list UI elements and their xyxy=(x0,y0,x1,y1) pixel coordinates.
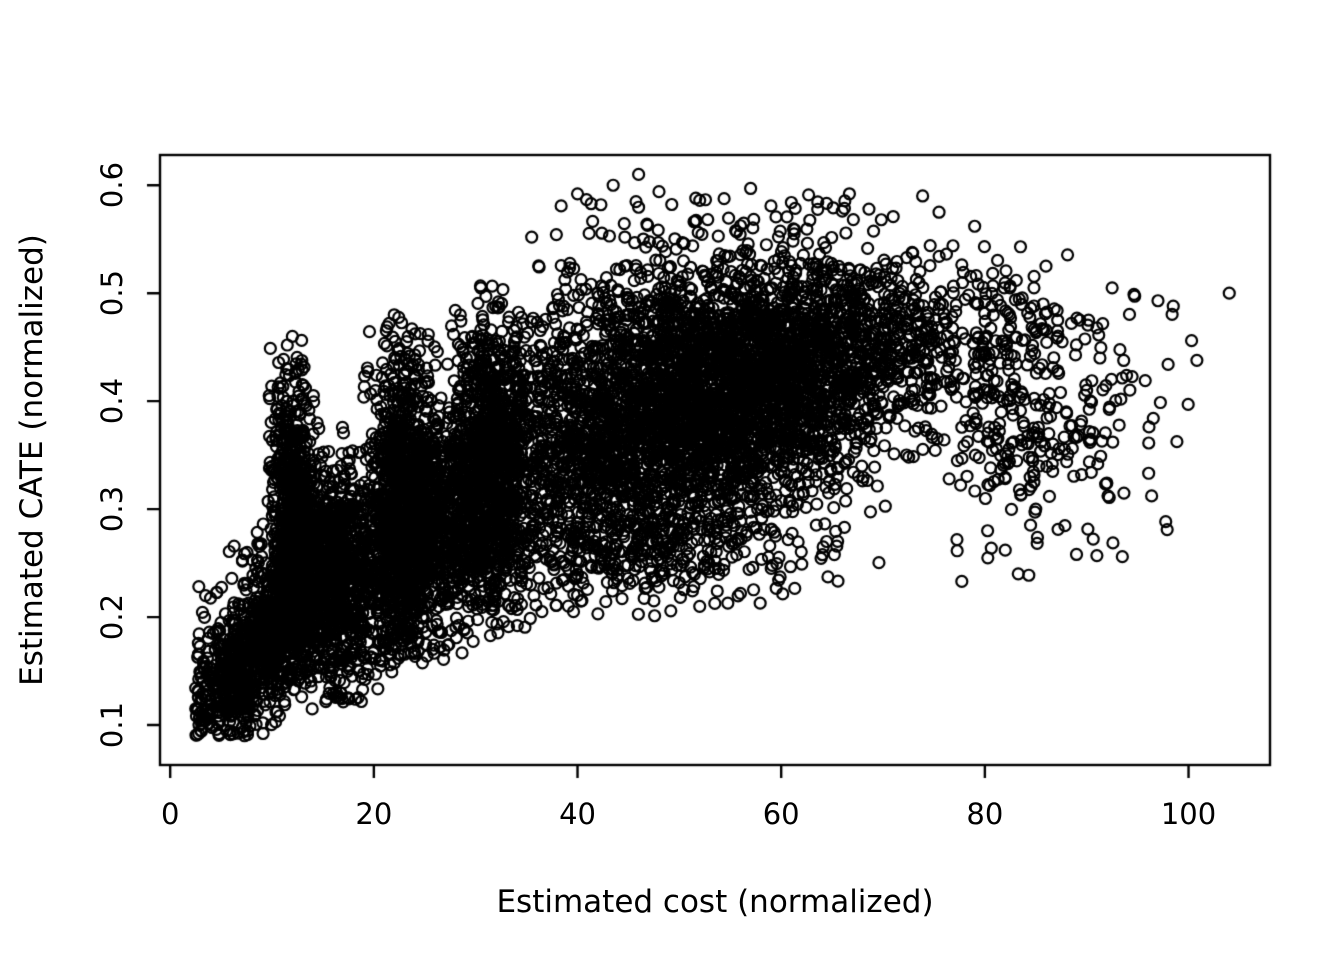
x-tick-label: 100 xyxy=(1160,797,1217,831)
y-axis-label: Estimated CATE (normalized) xyxy=(14,234,50,686)
y-tick-label: 0.1 xyxy=(95,701,129,749)
y-tick-label: 0.3 xyxy=(95,486,129,533)
x-tick-label: 40 xyxy=(559,797,596,831)
x-tick-label: 0 xyxy=(160,797,180,831)
x-tick-label: 60 xyxy=(762,797,800,831)
x-axis-label: Estimated cost (normalized) xyxy=(496,884,934,920)
x-tick-label: 80 xyxy=(966,797,1004,831)
x-tick-label: 20 xyxy=(355,797,393,831)
y-tick-label: 0.2 xyxy=(95,594,129,641)
y-tick-label: 0.6 xyxy=(95,162,129,209)
y-tick-label: 0.4 xyxy=(95,378,129,425)
y-tick-label: 0.5 xyxy=(95,270,129,317)
